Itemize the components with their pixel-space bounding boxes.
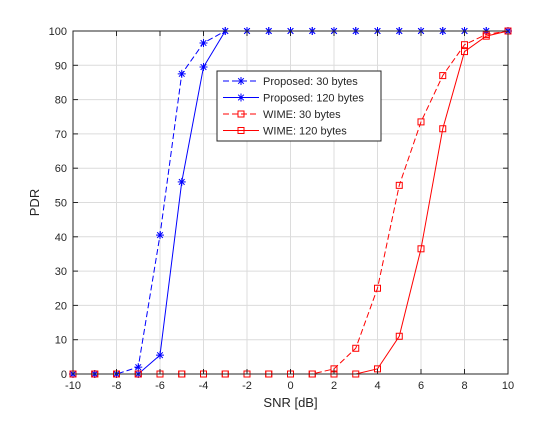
data-point <box>177 177 186 186</box>
data-point <box>395 332 403 340</box>
data-point <box>482 32 490 40</box>
y-tick-label: 10 <box>55 335 67 347</box>
x-tick-label: -6 <box>155 380 165 392</box>
y-axis-label: PDR <box>27 189 42 216</box>
y-tick-label: 90 <box>55 60 67 72</box>
data-point <box>417 118 425 126</box>
y-tick-label: 30 <box>55 266 67 278</box>
data-point <box>199 39 208 48</box>
legend-marker <box>237 93 245 102</box>
data-point <box>134 363 143 372</box>
data-point <box>439 125 447 133</box>
x-tick-label: 10 <box>502 380 514 392</box>
y-tick-label: 60 <box>55 163 67 175</box>
legend-label: WIME: 30 bytes <box>263 109 341 121</box>
y-tick-label: 20 <box>55 300 67 312</box>
legend-entry: WIME: 120 bytes <box>223 126 347 138</box>
legend-entry: WIME: 30 bytes <box>223 109 341 121</box>
data-point <box>395 181 403 189</box>
x-tick-label: 0 <box>287 380 293 392</box>
x-tick-label: -4 <box>199 380 209 392</box>
legend-marker <box>237 77 245 85</box>
data-point <box>177 69 186 78</box>
data-point <box>417 245 425 253</box>
y-tick-label: 0 <box>61 369 67 381</box>
legend-label: WIME: 120 bytes <box>263 126 347 138</box>
y-tick-label: 50 <box>55 198 67 210</box>
legend-entry: Proposed: 30 bytes <box>223 76 358 88</box>
data-point <box>461 41 468 49</box>
data-point <box>156 231 164 240</box>
x-tick-label: -2 <box>242 380 252 392</box>
x-tick-label: 8 <box>461 380 467 392</box>
x-tick-label: 4 <box>374 380 380 392</box>
x-tick-label: 2 <box>331 380 337 392</box>
legend: Proposed: 30 bytes Proposed: 120 bytes WIM… <box>216 70 382 142</box>
data-point <box>461 48 468 56</box>
legend-entry: Proposed: 120 bytes <box>223 93 364 105</box>
y-tick-label: 80 <box>55 95 67 107</box>
y-tick-label: 40 <box>55 232 67 244</box>
x-axis-label: SNR [dB] <box>263 395 317 410</box>
y-tick-label: 100 <box>49 26 67 38</box>
x-tick-label: -8 <box>112 380 122 392</box>
data-point <box>199 63 208 72</box>
legend-label: Proposed: 120 bytes <box>263 93 364 105</box>
y-tick-label: 70 <box>55 129 67 141</box>
x-tick-label: -10 <box>65 380 81 392</box>
x-tick-label: 6 <box>418 380 424 392</box>
data-point <box>352 344 360 352</box>
data-point <box>156 351 164 360</box>
data-point <box>439 72 447 80</box>
legend-marker <box>237 127 245 134</box>
legend-marker <box>237 110 245 118</box>
data-point <box>374 284 381 292</box>
legend-label: Proposed: 30 bytes <box>263 76 358 88</box>
